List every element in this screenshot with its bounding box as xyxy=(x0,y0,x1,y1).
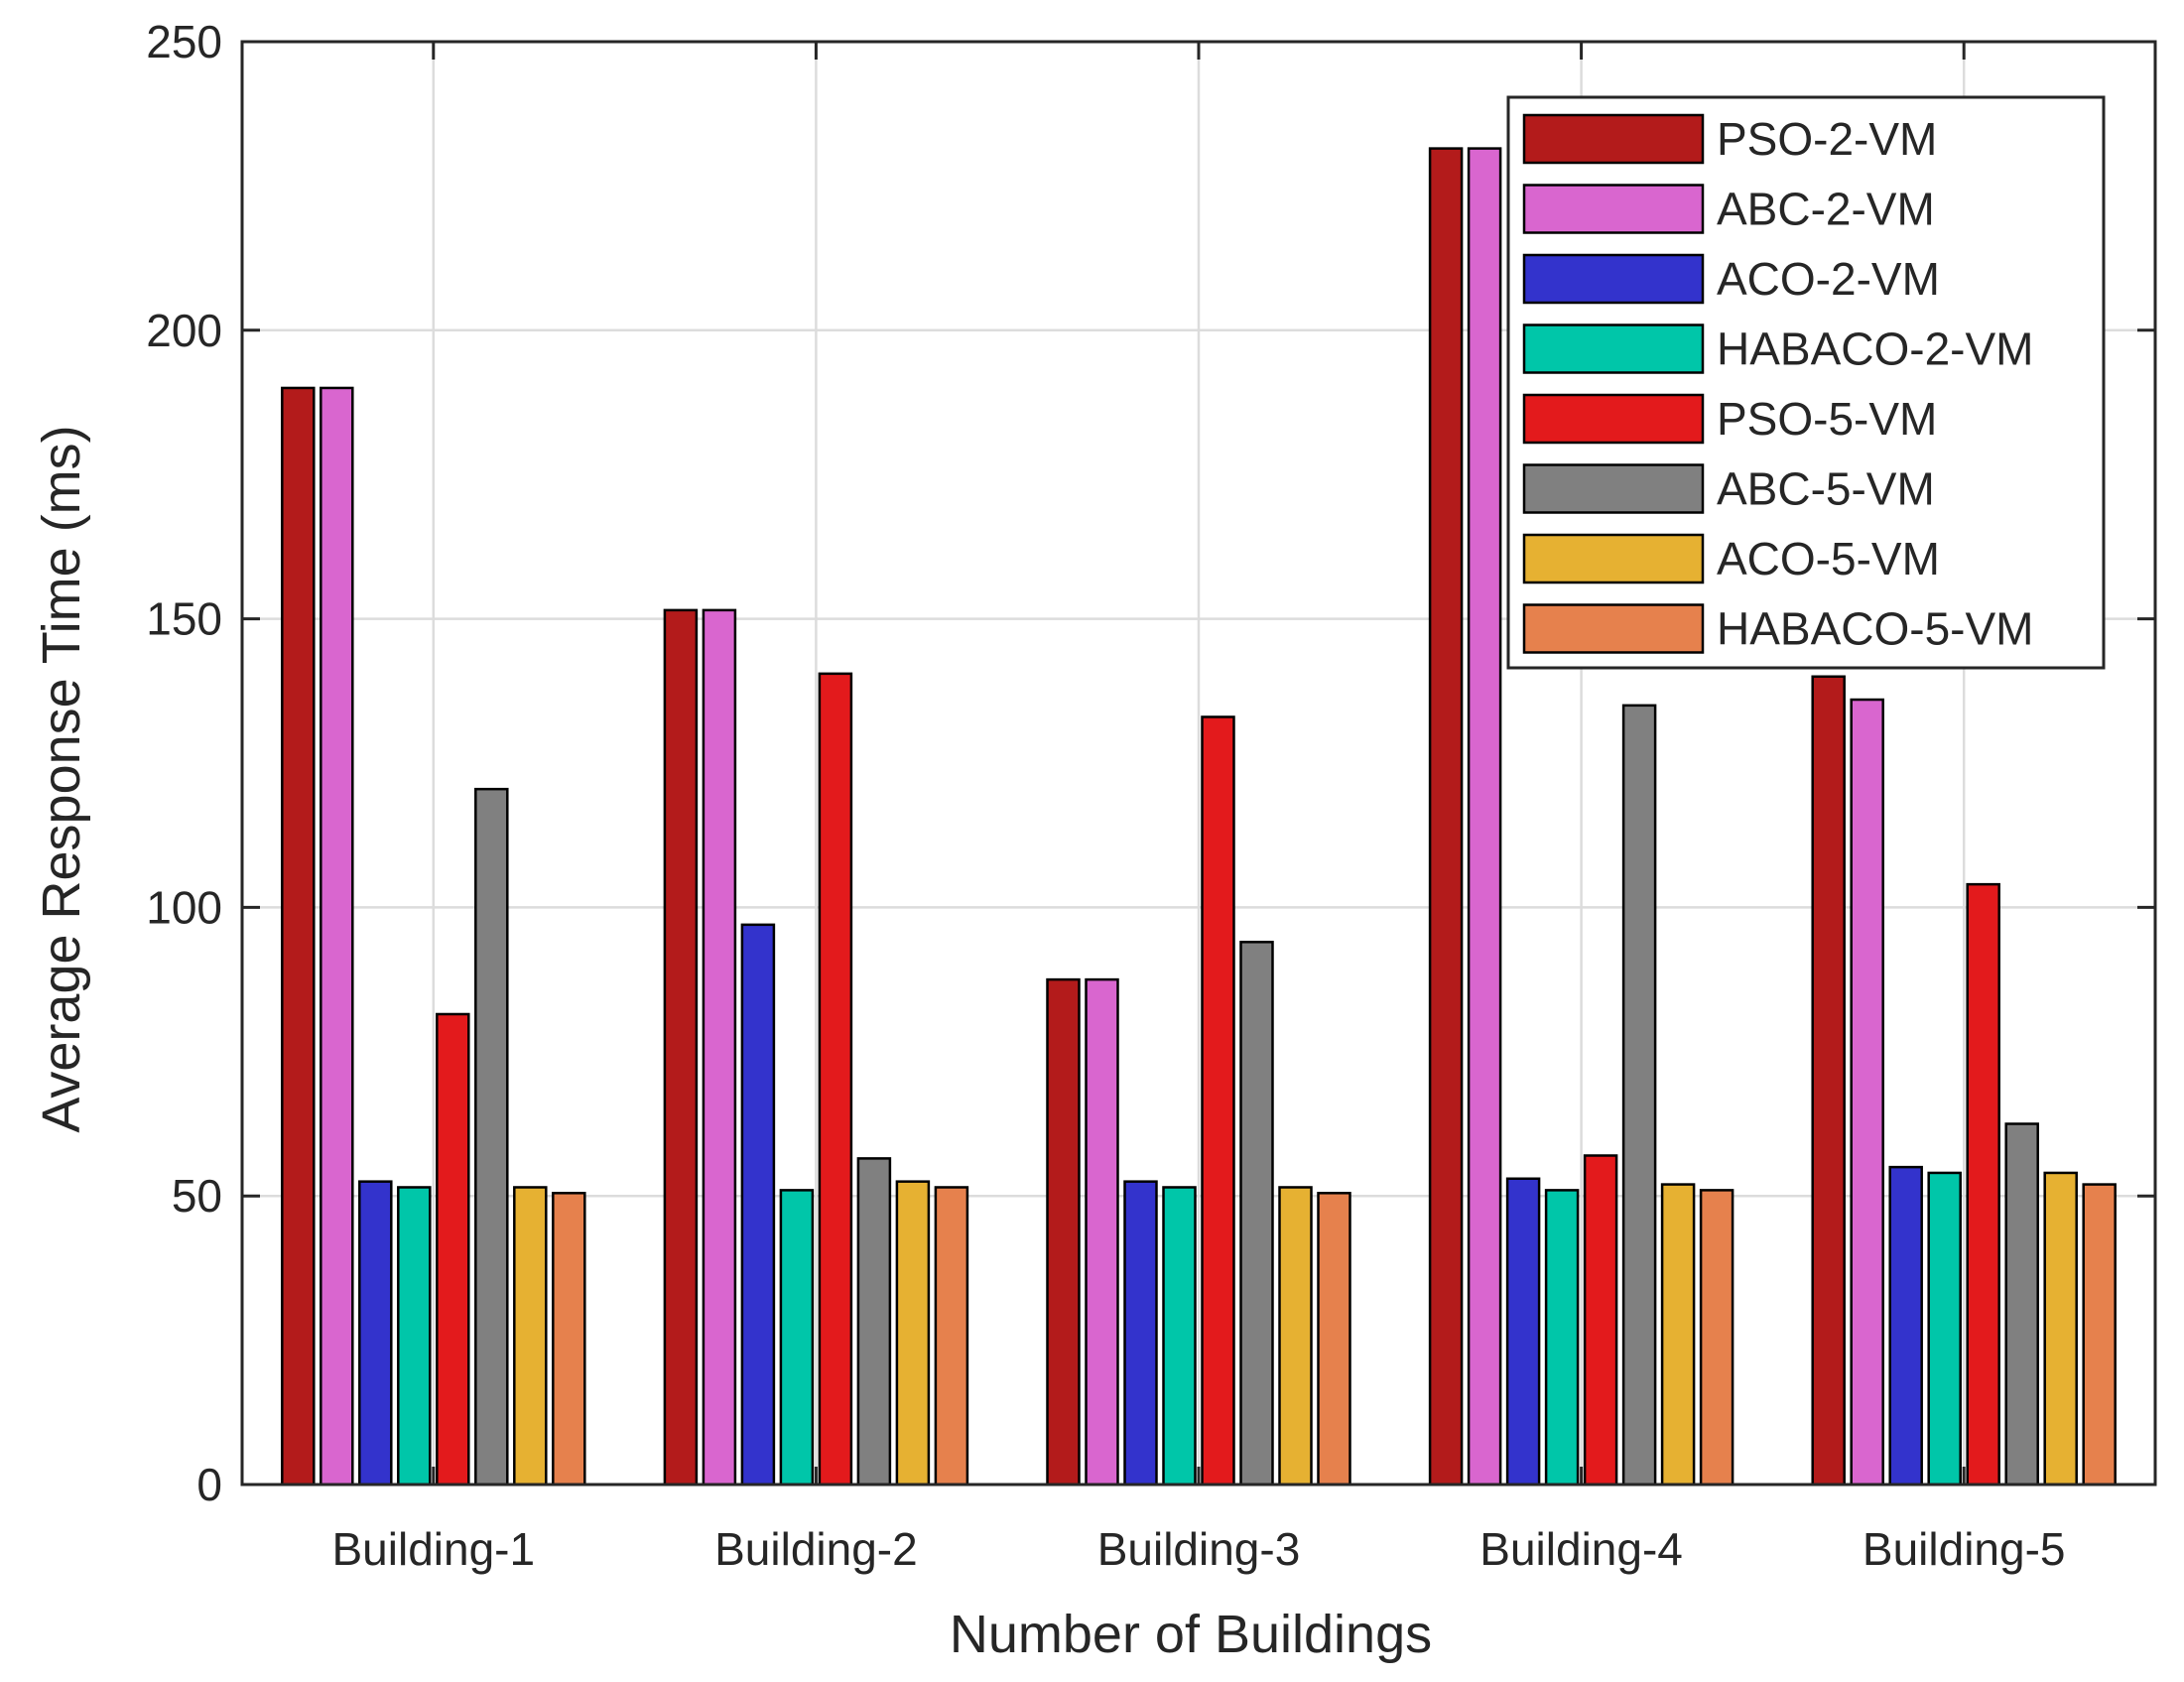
bar-aco-2-vm-building-2 xyxy=(740,923,776,1487)
bar-abc-2-vm-building-1 xyxy=(320,386,354,1487)
bar-habaco-2-vm-building-3 xyxy=(1162,1186,1197,1487)
bar-abc-5-vm-building-2 xyxy=(856,1157,892,1487)
bar-aco-2-vm-building-3 xyxy=(1123,1180,1158,1487)
bar-pso-2-vm-building-4 xyxy=(1428,147,1464,1487)
bar-habaco-5-vm-building-1 xyxy=(552,1192,586,1487)
bar-aco-5-vm-building-1 xyxy=(513,1186,548,1487)
x-tick-label-1: Building-2 xyxy=(714,1523,918,1575)
bar-abc-2-vm-building-4 xyxy=(1467,147,1502,1487)
bar-abc-5-vm-building-5 xyxy=(2004,1122,2039,1487)
bar-habaco-5-vm-building-4 xyxy=(1699,1189,1734,1487)
bar-abc-5-vm-building-3 xyxy=(1239,941,1274,1487)
legend-swatch-abc-5-vm xyxy=(1522,463,1705,514)
y-tick-label-1: 50 xyxy=(172,1170,222,1222)
x-tick-label-3: Building-4 xyxy=(1479,1523,1683,1575)
bar-aco-2-vm-building-4 xyxy=(1505,1177,1541,1487)
gridlines xyxy=(242,40,2155,1487)
legend-label-abc-5-vm: ABC-5-VM xyxy=(1717,463,1935,515)
y-tick-label-2: 100 xyxy=(146,881,222,933)
bar-habaco-2-vm-building-4 xyxy=(1544,1189,1580,1487)
legend-swatch-pso-2-vm xyxy=(1522,113,1705,165)
bar-abc-2-vm-building-5 xyxy=(1850,698,1884,1487)
legend-swatch-habaco-2-vm xyxy=(1522,323,1705,374)
bar-habaco-2-vm-building-5 xyxy=(1927,1171,1962,1487)
bar-abc-2-vm-building-3 xyxy=(1085,977,1119,1487)
legend-swatch-pso-5-vm xyxy=(1522,393,1705,445)
bar-abc-2-vm-building-2 xyxy=(702,608,737,1487)
bar-habaco-5-vm-building-3 xyxy=(1317,1192,1351,1487)
bar-aco-5-vm-building-2 xyxy=(895,1180,931,1487)
x-tick-label-2: Building-3 xyxy=(1097,1523,1301,1575)
x-tick-label-0: Building-1 xyxy=(332,1523,536,1575)
bar-abc-5-vm-building-4 xyxy=(1621,704,1657,1487)
bar-habaco-2-vm-building-1 xyxy=(397,1186,432,1487)
bar-aco-5-vm-building-5 xyxy=(2043,1171,2078,1487)
bar-aco-5-vm-building-4 xyxy=(1660,1183,1696,1487)
bar-pso-2-vm-building-1 xyxy=(281,386,316,1487)
bar-pso-5-vm-building-1 xyxy=(436,1012,470,1487)
bar-abc-5-vm-building-1 xyxy=(474,787,509,1487)
y-tick-label-0: 0 xyxy=(196,1459,222,1510)
x-tick-label-4: Building-5 xyxy=(1863,1523,2066,1575)
bar-pso-5-vm-building-5 xyxy=(1966,882,2000,1487)
y-tick-label-5: 250 xyxy=(146,16,222,67)
legend-label-abc-2-vm: ABC-2-VM xyxy=(1717,184,1935,235)
bar-pso-2-vm-building-5 xyxy=(1811,675,1846,1487)
bar-pso-5-vm-building-2 xyxy=(818,672,853,1487)
bar-pso-5-vm-building-4 xyxy=(1583,1154,1618,1487)
bars xyxy=(281,147,2117,1487)
bar-pso-2-vm-building-3 xyxy=(1046,977,1081,1487)
legend-label-aco-5-vm: ACO-5-VM xyxy=(1717,533,1940,584)
y-tick-label-4: 200 xyxy=(146,305,222,356)
y-axis-title: Average Response Time (ms) xyxy=(32,425,91,1132)
axes: 0 50 100 150 200 250 Building-1 Building-2 Build… xyxy=(146,16,2157,1575)
legend-swatch-habaco-5-vm xyxy=(1522,603,1705,654)
y-tick-label-3: 150 xyxy=(146,593,222,645)
legend: PSO-2-VM ABC-2-VM ACO-2-VM HABACO-2-VM PSO-5… xyxy=(1506,95,2106,670)
bar-aco-5-vm-building-3 xyxy=(1278,1186,1313,1487)
legend-swatch-aco-2-vm xyxy=(1522,253,1705,305)
legend-label-pso-5-vm: PSO-5-VM xyxy=(1717,393,1937,445)
legend-label-aco-2-vm: ACO-2-VM xyxy=(1717,253,1940,305)
x-axis-title: Number of Buildings xyxy=(950,1605,1432,1664)
bar-aco-2-vm-building-1 xyxy=(358,1180,393,1487)
bar-habaco-2-vm-building-2 xyxy=(779,1189,815,1487)
legend-label-pso-2-vm: PSO-2-VM xyxy=(1717,113,1937,165)
bar-habaco-5-vm-building-2 xyxy=(934,1186,969,1487)
legend-swatch-abc-2-vm xyxy=(1522,184,1705,234)
bar-pso-2-vm-building-2 xyxy=(663,608,699,1487)
legend-label-habaco-5-vm: HABACO-5-VM xyxy=(1717,603,2033,655)
bar-habaco-5-vm-building-5 xyxy=(2082,1183,2117,1487)
bar-aco-2-vm-building-5 xyxy=(1888,1165,1923,1487)
legend-swatch-aco-5-vm xyxy=(1522,533,1705,584)
legend-label-habaco-2-vm: HABACO-2-VM xyxy=(1717,323,2033,375)
bar-pso-5-vm-building-3 xyxy=(1201,715,1235,1487)
